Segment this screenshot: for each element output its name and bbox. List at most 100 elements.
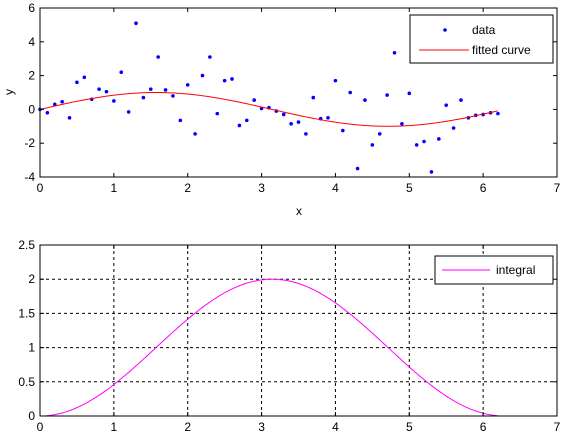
data-point bbox=[296, 120, 301, 124]
data-point bbox=[178, 118, 183, 123]
data-point bbox=[429, 170, 434, 174]
bottom-y-tick-label: 0.5 bbox=[18, 375, 35, 389]
data-point bbox=[171, 94, 175, 98]
data-point bbox=[311, 95, 316, 100]
data-point bbox=[60, 99, 64, 104]
data-point bbox=[377, 132, 382, 136]
bottom-legend: integral bbox=[434, 255, 554, 285]
integral-line bbox=[39, 278, 498, 417]
data-point bbox=[400, 121, 404, 126]
bottom-y-tick-label: 2.5 bbox=[18, 238, 35, 252]
bottom-plot-marks bbox=[39, 278, 498, 417]
data-point bbox=[355, 166, 360, 171]
top-y-tick-label: 6 bbox=[28, 1, 35, 15]
data-point bbox=[304, 132, 308, 136]
top-x-tick-label: 4 bbox=[332, 181, 339, 195]
data-point bbox=[82, 75, 87, 80]
bottom-x-tick-label: 6 bbox=[480, 420, 487, 434]
top-x-tick-label: 0 bbox=[37, 181, 44, 195]
data-point bbox=[326, 116, 330, 120]
fitted-curve-line bbox=[39, 92, 499, 127]
bottom-y-tick-label: 1.5 bbox=[18, 306, 35, 320]
data-point bbox=[185, 83, 190, 87]
data-point bbox=[119, 70, 124, 75]
data-point bbox=[163, 88, 168, 92]
legend-fitted-curve-label: fitted curve bbox=[472, 43, 531, 57]
top-y-tick-label: -2 bbox=[24, 136, 35, 150]
data-point bbox=[370, 143, 375, 147]
data-point bbox=[437, 137, 441, 141]
top-legend-box bbox=[409, 14, 554, 64]
legend-integral-label: integral bbox=[496, 263, 535, 277]
top-legend: data fitted curve bbox=[409, 14, 554, 64]
data-point bbox=[67, 116, 72, 120]
bottom-y-tick-label: 0 bbox=[28, 409, 35, 423]
top-subplot: 0 1 2 3 4 5 6 7 -4 -2 0 2 4 6 x y data fitted curve bbox=[2, 1, 561, 218]
data-point bbox=[156, 55, 160, 59]
top-x-tick-label: 5 bbox=[406, 181, 413, 195]
data-point bbox=[97, 87, 101, 91]
data-point bbox=[75, 80, 79, 85]
data-point bbox=[200, 73, 205, 78]
top-y-tick-label: -4 bbox=[24, 170, 35, 184]
top-x-tick-label: 6 bbox=[480, 181, 487, 195]
top-ticks: 0 1 2 3 4 5 6 7 -4 -2 0 2 4 6 bbox=[24, 1, 560, 195]
data-point bbox=[281, 112, 286, 117]
data-point bbox=[45, 110, 50, 115]
top-y-axis-label: y bbox=[2, 89, 16, 95]
bottom-x-tick-label: 4 bbox=[332, 420, 339, 434]
data-point bbox=[104, 89, 109, 94]
data-point bbox=[422, 139, 426, 144]
top-plot-marks bbox=[38, 21, 500, 174]
data-point bbox=[208, 55, 212, 59]
data-point bbox=[444, 103, 449, 107]
top-y-tick-label: 4 bbox=[28, 35, 35, 49]
legend-data-marker bbox=[443, 28, 447, 32]
top-y-tick-label: 0 bbox=[28, 102, 35, 116]
data-point bbox=[451, 126, 456, 130]
data-point bbox=[222, 78, 227, 83]
bottom-x-tick-label: 0 bbox=[37, 420, 44, 434]
top-x-tick-label: 7 bbox=[554, 181, 561, 195]
top-x-tick-label: 2 bbox=[184, 181, 191, 195]
data-point bbox=[341, 128, 345, 133]
data-point bbox=[414, 143, 419, 147]
data-point bbox=[148, 87, 153, 91]
data-point bbox=[141, 95, 146, 100]
data-point bbox=[52, 102, 57, 107]
data-point bbox=[407, 91, 412, 96]
bottom-y-tick-label: 2 bbox=[28, 272, 35, 286]
data-point bbox=[289, 121, 293, 126]
bottom-grid bbox=[40, 245, 557, 416]
data-point bbox=[215, 111, 220, 116]
data-point bbox=[348, 90, 353, 95]
data-point bbox=[126, 110, 131, 114]
top-x-tick-label: 3 bbox=[258, 181, 265, 195]
bottom-ticks: 0 1 2 3 4 5 6 7 0 0.5 1 1.5 2 2.5 bbox=[18, 238, 560, 434]
data-point bbox=[392, 50, 397, 55]
bottom-axes-box bbox=[39, 244, 558, 417]
bottom-x-tick-label: 3 bbox=[258, 420, 265, 434]
data-point bbox=[496, 111, 500, 116]
data-point bbox=[459, 98, 463, 102]
data-point bbox=[385, 93, 389, 97]
bottom-subplot: 0 1 2 3 4 5 6 7 0 0.5 1 1.5 2 2.5 integral bbox=[18, 238, 560, 434]
data-point bbox=[134, 21, 138, 26]
data-point bbox=[237, 123, 242, 128]
top-axes-box bbox=[39, 7, 558, 178]
data-point bbox=[252, 98, 256, 102]
top-y-tick-label: 2 bbox=[28, 69, 35, 83]
bottom-x-tick-label: 2 bbox=[184, 420, 191, 434]
data-point bbox=[363, 98, 367, 102]
legend-data-label: data bbox=[472, 23, 496, 37]
data-point bbox=[245, 118, 249, 123]
data-point bbox=[333, 78, 338, 83]
bottom-x-tick-label: 5 bbox=[406, 420, 413, 434]
data-point bbox=[230, 77, 234, 81]
data-point bbox=[193, 132, 197, 136]
data-point bbox=[112, 99, 116, 103]
bottom-x-tick-label: 1 bbox=[111, 420, 118, 434]
top-x-axis-label: x bbox=[296, 204, 302, 218]
top-x-tick-label: 1 bbox=[111, 181, 118, 195]
